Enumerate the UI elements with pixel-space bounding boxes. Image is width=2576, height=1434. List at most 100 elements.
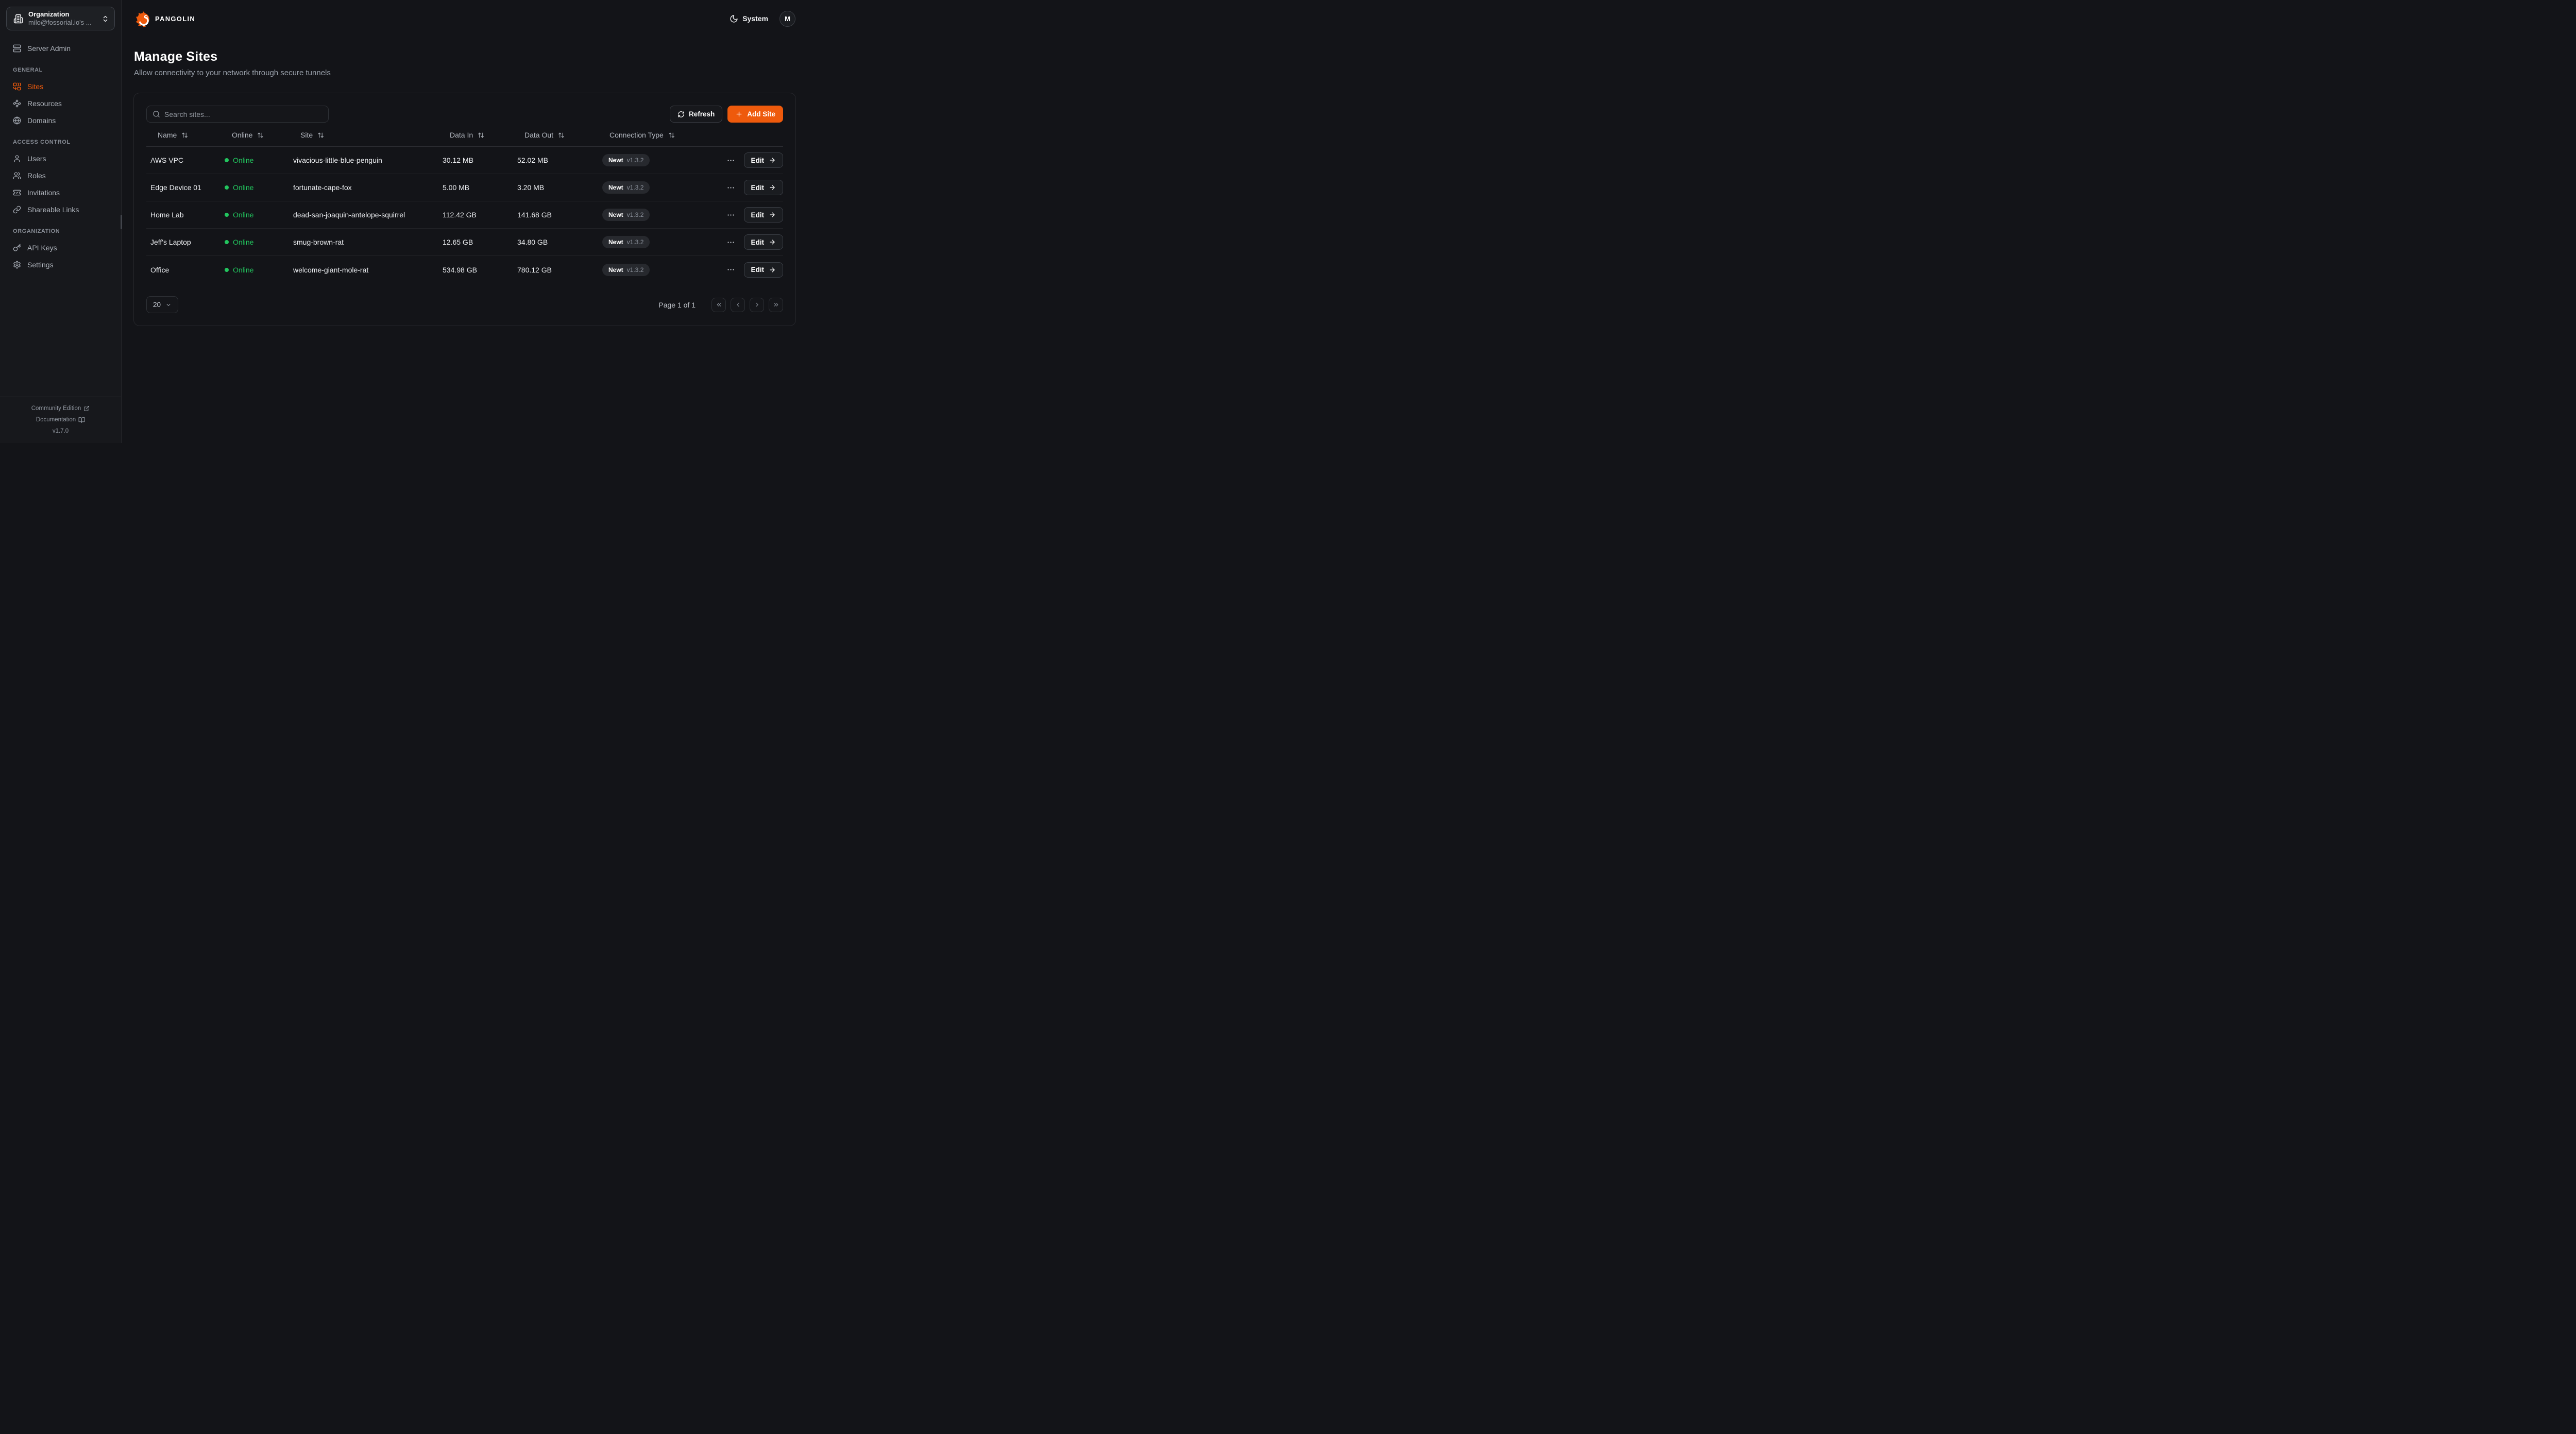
- ellipsis-icon[interactable]: [725, 155, 736, 166]
- connection-type-badge: Newt v1.3.2: [602, 209, 650, 221]
- sidebar-item-users[interactable]: Users: [6, 150, 115, 167]
- sites-card: Refresh Add Site Name: [133, 93, 796, 326]
- sidebar-item-label: Users: [27, 154, 46, 163]
- pagination: 20 Page 1 of 1: [146, 296, 783, 313]
- column-label: Data In: [450, 131, 473, 139]
- previous-page-button[interactable]: [731, 297, 745, 312]
- edit-label: Edit: [751, 183, 765, 192]
- community-edition-link[interactable]: Community Edition: [4, 403, 117, 414]
- column-header-online[interactable]: Online: [221, 131, 289, 139]
- refresh-button[interactable]: Refresh: [669, 106, 723, 123]
- gear-icon: [13, 261, 21, 269]
- ellipsis-icon[interactable]: [725, 210, 736, 220]
- page-indicator: Page 1 of 1: [658, 300, 696, 309]
- version-label: v1.7.0: [52, 428, 69, 434]
- page-head: Manage Sites Allow connectivity to your …: [122, 37, 808, 77]
- add-site-button[interactable]: Add Site: [727, 106, 783, 123]
- sidebar-item-shareable-links[interactable]: Shareable Links: [6, 201, 115, 218]
- last-page-button[interactable]: [769, 297, 783, 312]
- brand: PANGOLIN: [134, 9, 195, 28]
- sidebar-item-label: Sites: [27, 82, 44, 91]
- page-size-value: 20: [152, 301, 161, 309]
- column-label: Name: [158, 131, 177, 139]
- link-icon: [13, 206, 21, 214]
- sidebar-item-server-admin[interactable]: Server Admin: [6, 40, 115, 57]
- connection-version-label: v1.3.2: [626, 184, 644, 191]
- community-edition-label: Community Edition: [31, 405, 81, 412]
- org-label: Organization: [28, 10, 70, 18]
- site-slug-cell: welcome-giant-mole-rat: [293, 265, 369, 274]
- chevrons-left-icon: [716, 301, 722, 308]
- ellipsis-icon[interactable]: [725, 237, 736, 248]
- sites-table: Name Online Site Data In: [146, 131, 783, 283]
- first-page-button[interactable]: [711, 297, 726, 312]
- sort-icon: [317, 132, 324, 139]
- connection-type-badge: Newt v1.3.2: [602, 181, 650, 194]
- sidebar-item-domains[interactable]: Domains: [6, 112, 115, 129]
- online-status-cell: Online: [221, 211, 289, 219]
- data-in-cell: 112.42 GB: [443, 211, 477, 219]
- org-value: milo@fossorial.io's ...: [28, 19, 92, 26]
- site-slug-cell: smug-brown-rat: [293, 238, 344, 246]
- sidebar-item-invitations[interactable]: Invitations: [6, 184, 115, 201]
- search-box: [146, 106, 329, 123]
- pager: Page 1 of 1: [658, 297, 783, 312]
- ticket-check-icon: [13, 189, 21, 197]
- online-status-dot: [225, 213, 229, 217]
- sidebar-footer: Community Edition Documentation v1.7.0: [0, 397, 121, 443]
- theme-label: System: [742, 14, 768, 23]
- site-name-cell: Jeff's Laptop: [150, 238, 191, 246]
- sidebar-item-roles[interactable]: Roles: [6, 167, 115, 184]
- column-header-name[interactable]: Name: [146, 131, 221, 139]
- column-label: Site: [300, 131, 313, 139]
- column-header-data-out[interactable]: Data Out: [513, 131, 598, 139]
- edit-button[interactable]: Edit: [743, 262, 783, 278]
- section-label-access-control: ACCESS CONTROL: [13, 139, 71, 145]
- online-status-label: Online: [233, 183, 254, 192]
- building-icon: [13, 14, 23, 24]
- connection-version-label: v1.3.2: [626, 157, 644, 164]
- column-label: Online: [232, 131, 253, 139]
- data-in-cell: 5.00 MB: [443, 183, 470, 192]
- data-out-cell: 52.02 MB: [517, 156, 548, 164]
- ellipsis-icon[interactable]: [725, 182, 736, 193]
- main-area: PANGOLIN System M Manage Sites Allow con…: [122, 0, 808, 443]
- data-out-cell: 34.80 GB: [517, 238, 548, 246]
- connection-type-cell: Newt v1.3.2: [598, 263, 717, 276]
- app-root: Organization milo@fossorial.io's ... Ser…: [0, 0, 808, 443]
- refresh-icon: [677, 111, 685, 118]
- edit-label: Edit: [751, 156, 765, 164]
- connection-type-cell: Newt v1.3.2: [598, 154, 717, 166]
- online-status-dot: [225, 240, 229, 244]
- sites-toolbar: Refresh Add Site: [146, 106, 783, 123]
- edit-button[interactable]: Edit: [743, 152, 783, 168]
- online-status-cell: Online: [221, 266, 289, 274]
- data-out-cell: 780.12 GB: [517, 265, 552, 274]
- data-in-cell: 534.98 GB: [443, 265, 477, 274]
- sidebar-item-settings[interactable]: Settings: [6, 256, 115, 273]
- next-page-button[interactable]: [750, 297, 764, 312]
- column-header-site[interactable]: Site: [289, 131, 438, 139]
- org-switcher[interactable]: Organization milo@fossorial.io's ...: [6, 7, 115, 30]
- combine-icon: [13, 82, 21, 91]
- avatar[interactable]: M: [779, 10, 795, 27]
- online-status-label: Online: [233, 265, 254, 274]
- sidebar-resize-handle[interactable]: [121, 215, 122, 229]
- theme-toggle[interactable]: System: [730, 14, 768, 23]
- ellipsis-icon[interactable]: [725, 264, 736, 275]
- column-header-connection-type[interactable]: Connection Type: [598, 131, 717, 139]
- edit-button[interactable]: Edit: [743, 207, 783, 223]
- page-size-select[interactable]: 20: [146, 296, 178, 313]
- sidebar-item-label: Roles: [27, 171, 46, 180]
- section-label-general: GENERAL: [13, 67, 43, 73]
- sidebar-item-label: Invitations: [27, 188, 60, 197]
- sidebar-item-api-keys[interactable]: API Keys: [6, 239, 115, 256]
- documentation-link[interactable]: Documentation: [4, 414, 117, 425]
- sidebar-item-sites[interactable]: Sites: [6, 78, 115, 95]
- column-header-data-in[interactable]: Data In: [438, 131, 513, 139]
- edit-button[interactable]: Edit: [743, 234, 783, 250]
- search-input[interactable]: [164, 110, 323, 118]
- sidebar-item-resources[interactable]: Resources: [6, 95, 115, 112]
- edit-button[interactable]: Edit: [743, 180, 783, 195]
- online-status-cell: Online: [221, 183, 289, 192]
